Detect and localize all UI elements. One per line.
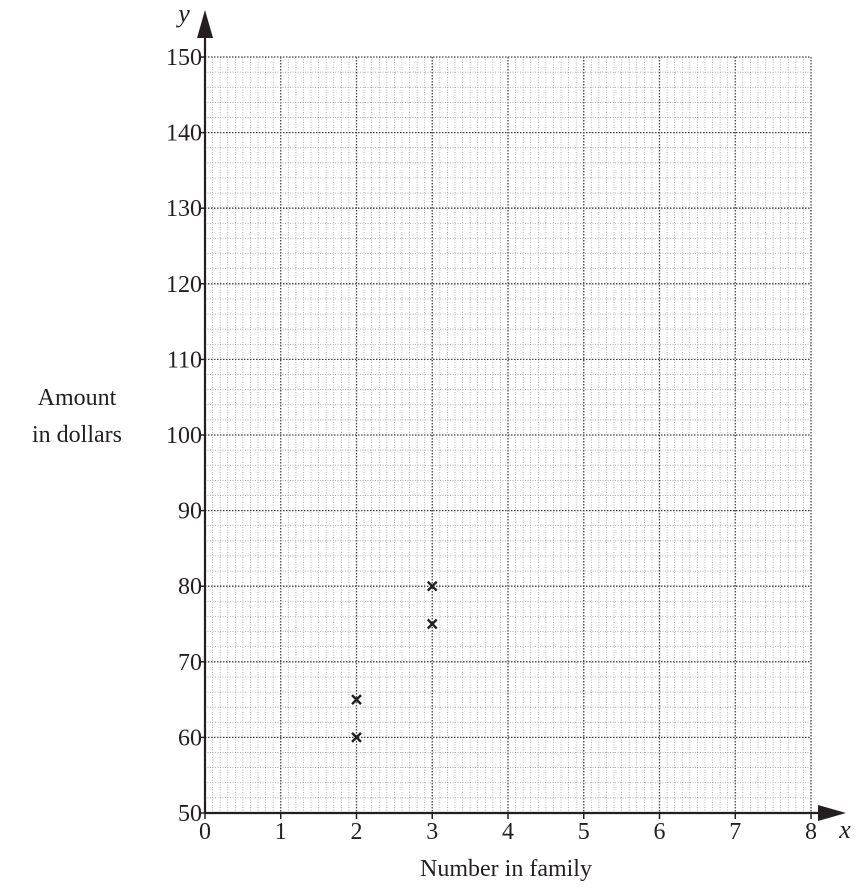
data-point-stroke bbox=[351, 732, 362, 743]
y-tick-label: 60 bbox=[178, 725, 202, 751]
x-axis-label: Number in family bbox=[420, 856, 592, 882]
x-tick-label: 4 bbox=[502, 819, 514, 845]
y-axis-label-line-2: in dollars bbox=[32, 422, 122, 448]
data-point bbox=[351, 694, 362, 705]
grid bbox=[204, 56, 812, 814]
y-tick-label: 90 bbox=[178, 499, 202, 525]
y-tick-label: 150 bbox=[166, 45, 202, 71]
x-tick-label: 8 bbox=[805, 819, 817, 845]
y-axis-symbol: y bbox=[175, 0, 190, 28]
tick-labels: 0 1 2 3 4 5 6 7 8 50 60 70 80 90 100 110 120 130 140 150 bbox=[166, 45, 817, 845]
data-point bbox=[426, 580, 438, 592]
y-tick-label: 100 bbox=[166, 423, 202, 449]
y-tick-label: 70 bbox=[178, 650, 202, 676]
y-tick-label: 50 bbox=[178, 801, 202, 827]
y-tick-label: 110 bbox=[167, 347, 202, 373]
y-tick-label: 80 bbox=[178, 574, 202, 600]
data-point-stroke bbox=[426, 618, 438, 630]
x-tick-label: 6 bbox=[654, 819, 666, 845]
data-point bbox=[351, 732, 362, 743]
y-tick-label: 130 bbox=[166, 196, 202, 222]
y-axis-arrow bbox=[197, 10, 213, 38]
data-point-stroke bbox=[351, 694, 362, 705]
x-tick-label: 7 bbox=[729, 819, 741, 845]
x-tick-label: 5 bbox=[578, 819, 590, 845]
x-axis-symbol: x bbox=[838, 815, 851, 844]
x-tick-label: 2 bbox=[351, 819, 363, 845]
x-tick-label: 3 bbox=[426, 819, 438, 845]
data-points bbox=[351, 580, 438, 743]
y-tick-label: 140 bbox=[166, 121, 202, 147]
x-tick-label: 0 bbox=[199, 819, 211, 845]
y-tick-label: 120 bbox=[166, 272, 202, 298]
y-axis-label-line-1: Amount bbox=[38, 385, 117, 411]
data-point-stroke bbox=[426, 580, 438, 592]
data-point bbox=[426, 618, 438, 630]
x-axis-arrow bbox=[818, 805, 846, 821]
axes bbox=[197, 10, 846, 821]
x-tick-label: 1 bbox=[275, 819, 287, 845]
